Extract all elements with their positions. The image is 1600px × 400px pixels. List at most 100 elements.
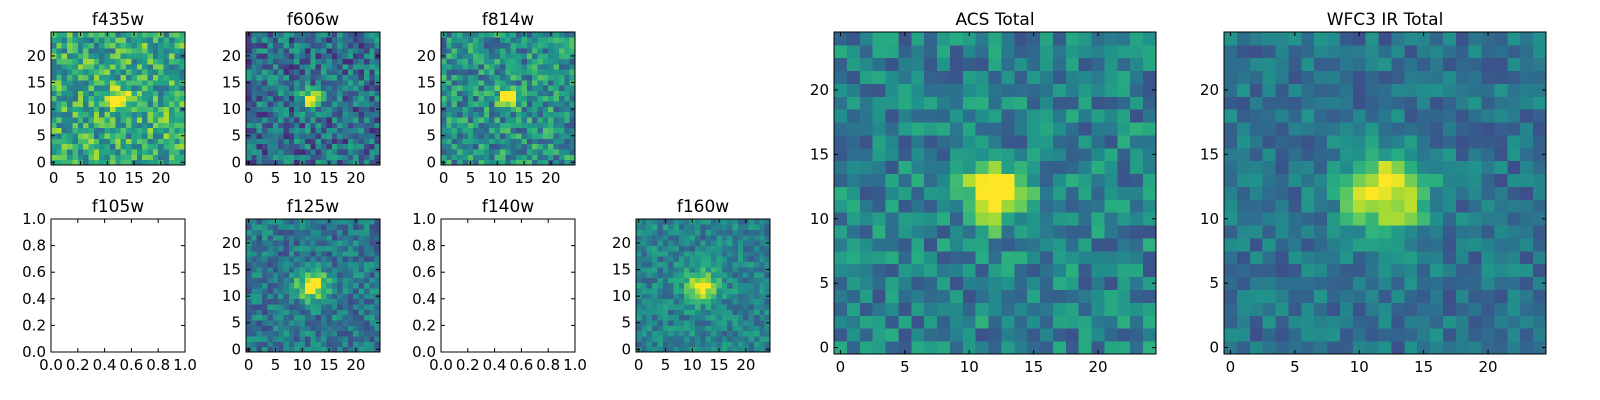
image-pixel <box>168 69 175 75</box>
image-pixel <box>473 106 479 113</box>
image-pixel <box>1236 147 1251 162</box>
image-pixel <box>115 138 122 145</box>
image-pixel <box>267 90 274 97</box>
image-pixel <box>478 42 485 49</box>
image-pixel <box>753 346 760 353</box>
image-pixel <box>499 95 506 102</box>
image-pixel <box>315 47 322 54</box>
image-pixel <box>369 117 376 123</box>
image-pixel <box>1533 32 1547 46</box>
image-pixel <box>256 304 263 310</box>
image-pixel <box>753 336 760 342</box>
image-pixel <box>51 85 57 91</box>
image-pixel <box>705 298 712 305</box>
image-pixel <box>67 37 73 44</box>
image-pixel <box>262 309 268 316</box>
image-pixel <box>1224 147 1238 162</box>
image-pixel <box>1224 122 1238 136</box>
image-pixel <box>369 47 376 54</box>
image-pixel <box>516 47 522 54</box>
image-pixel <box>526 63 533 70</box>
image-pixel <box>684 320 690 326</box>
image-pixel <box>326 90 333 97</box>
image-pixel <box>700 224 707 231</box>
image-pixel <box>542 47 549 54</box>
image-pixel <box>1040 135 1054 149</box>
image-pixel <box>1014 199 1028 213</box>
image-pixel <box>1520 315 1534 329</box>
image-pixel <box>272 282 279 289</box>
image-pixel <box>478 111 485 118</box>
image-pixel <box>1430 341 1444 355</box>
image-pixel <box>109 122 116 129</box>
image-pixel <box>1001 96 1015 110</box>
image-pixel <box>521 85 528 91</box>
y-tick-label: 0 <box>426 153 436 171</box>
image-pixel <box>764 341 771 348</box>
image-pixel <box>288 58 295 65</box>
image-pixel <box>321 266 327 273</box>
image-pixel <box>483 95 490 102</box>
image-pixel <box>283 74 290 81</box>
image-pixel <box>374 219 381 225</box>
image-pixel <box>1262 212 1276 226</box>
image-pixel <box>526 154 533 161</box>
image-pixel <box>542 149 549 155</box>
image-pixel <box>267 336 274 342</box>
image-pixel <box>1143 109 1157 123</box>
image-pixel <box>304 325 311 332</box>
image-pixel <box>553 53 560 59</box>
image-pixel <box>988 263 1002 278</box>
image-pixel <box>256 293 263 300</box>
image-pixel <box>569 101 576 107</box>
image-pixel <box>142 106 148 113</box>
image-pixel <box>700 288 707 294</box>
image-pixel <box>748 293 755 300</box>
image-pixel <box>988 83 1002 97</box>
image-pixel <box>668 272 674 278</box>
image-pixel <box>494 143 501 150</box>
image-pixel <box>337 219 343 225</box>
image-pixel <box>1275 160 1289 175</box>
image-pixel <box>283 117 290 123</box>
image-pixel <box>299 309 306 316</box>
image-pixel <box>1014 122 1028 136</box>
image-pixel <box>753 330 760 337</box>
image-pixel <box>1052 315 1067 329</box>
image-pixel <box>51 127 57 134</box>
image-pixel <box>278 219 284 225</box>
image-pixel <box>700 219 707 225</box>
image-pixel <box>131 42 138 49</box>
image-pixel <box>1314 199 1328 213</box>
image-pixel <box>532 79 538 86</box>
image-pixel <box>516 122 522 129</box>
image-pixel <box>457 32 463 38</box>
image-pixel <box>342 346 349 353</box>
image-pixel <box>315 159 322 166</box>
image-pixel <box>262 325 268 332</box>
image-pixel <box>1078 147 1092 162</box>
image-pixel <box>369 245 376 252</box>
image-pixel <box>700 330 707 337</box>
image-pixel <box>294 346 300 353</box>
image-pixel <box>483 79 490 86</box>
image-pixel <box>558 149 565 155</box>
image-pixel <box>764 272 771 278</box>
image-pixel <box>77 138 84 145</box>
x-tick-label: 10 <box>1350 358 1369 376</box>
image-pixel <box>104 154 111 161</box>
image-pixel <box>99 37 105 44</box>
image-pixel <box>321 117 327 123</box>
image-pixel <box>716 304 723 310</box>
image-pixel <box>321 336 327 342</box>
image-pixel <box>120 154 127 161</box>
image-pixel <box>937 328 951 342</box>
image-pixel <box>288 79 295 86</box>
image-pixel <box>441 122 447 129</box>
image-pixel <box>1143 160 1157 175</box>
image-pixel <box>1391 302 1405 316</box>
image-pixel <box>737 320 744 326</box>
image-pixel <box>705 277 712 284</box>
image-pixel <box>1052 289 1067 303</box>
